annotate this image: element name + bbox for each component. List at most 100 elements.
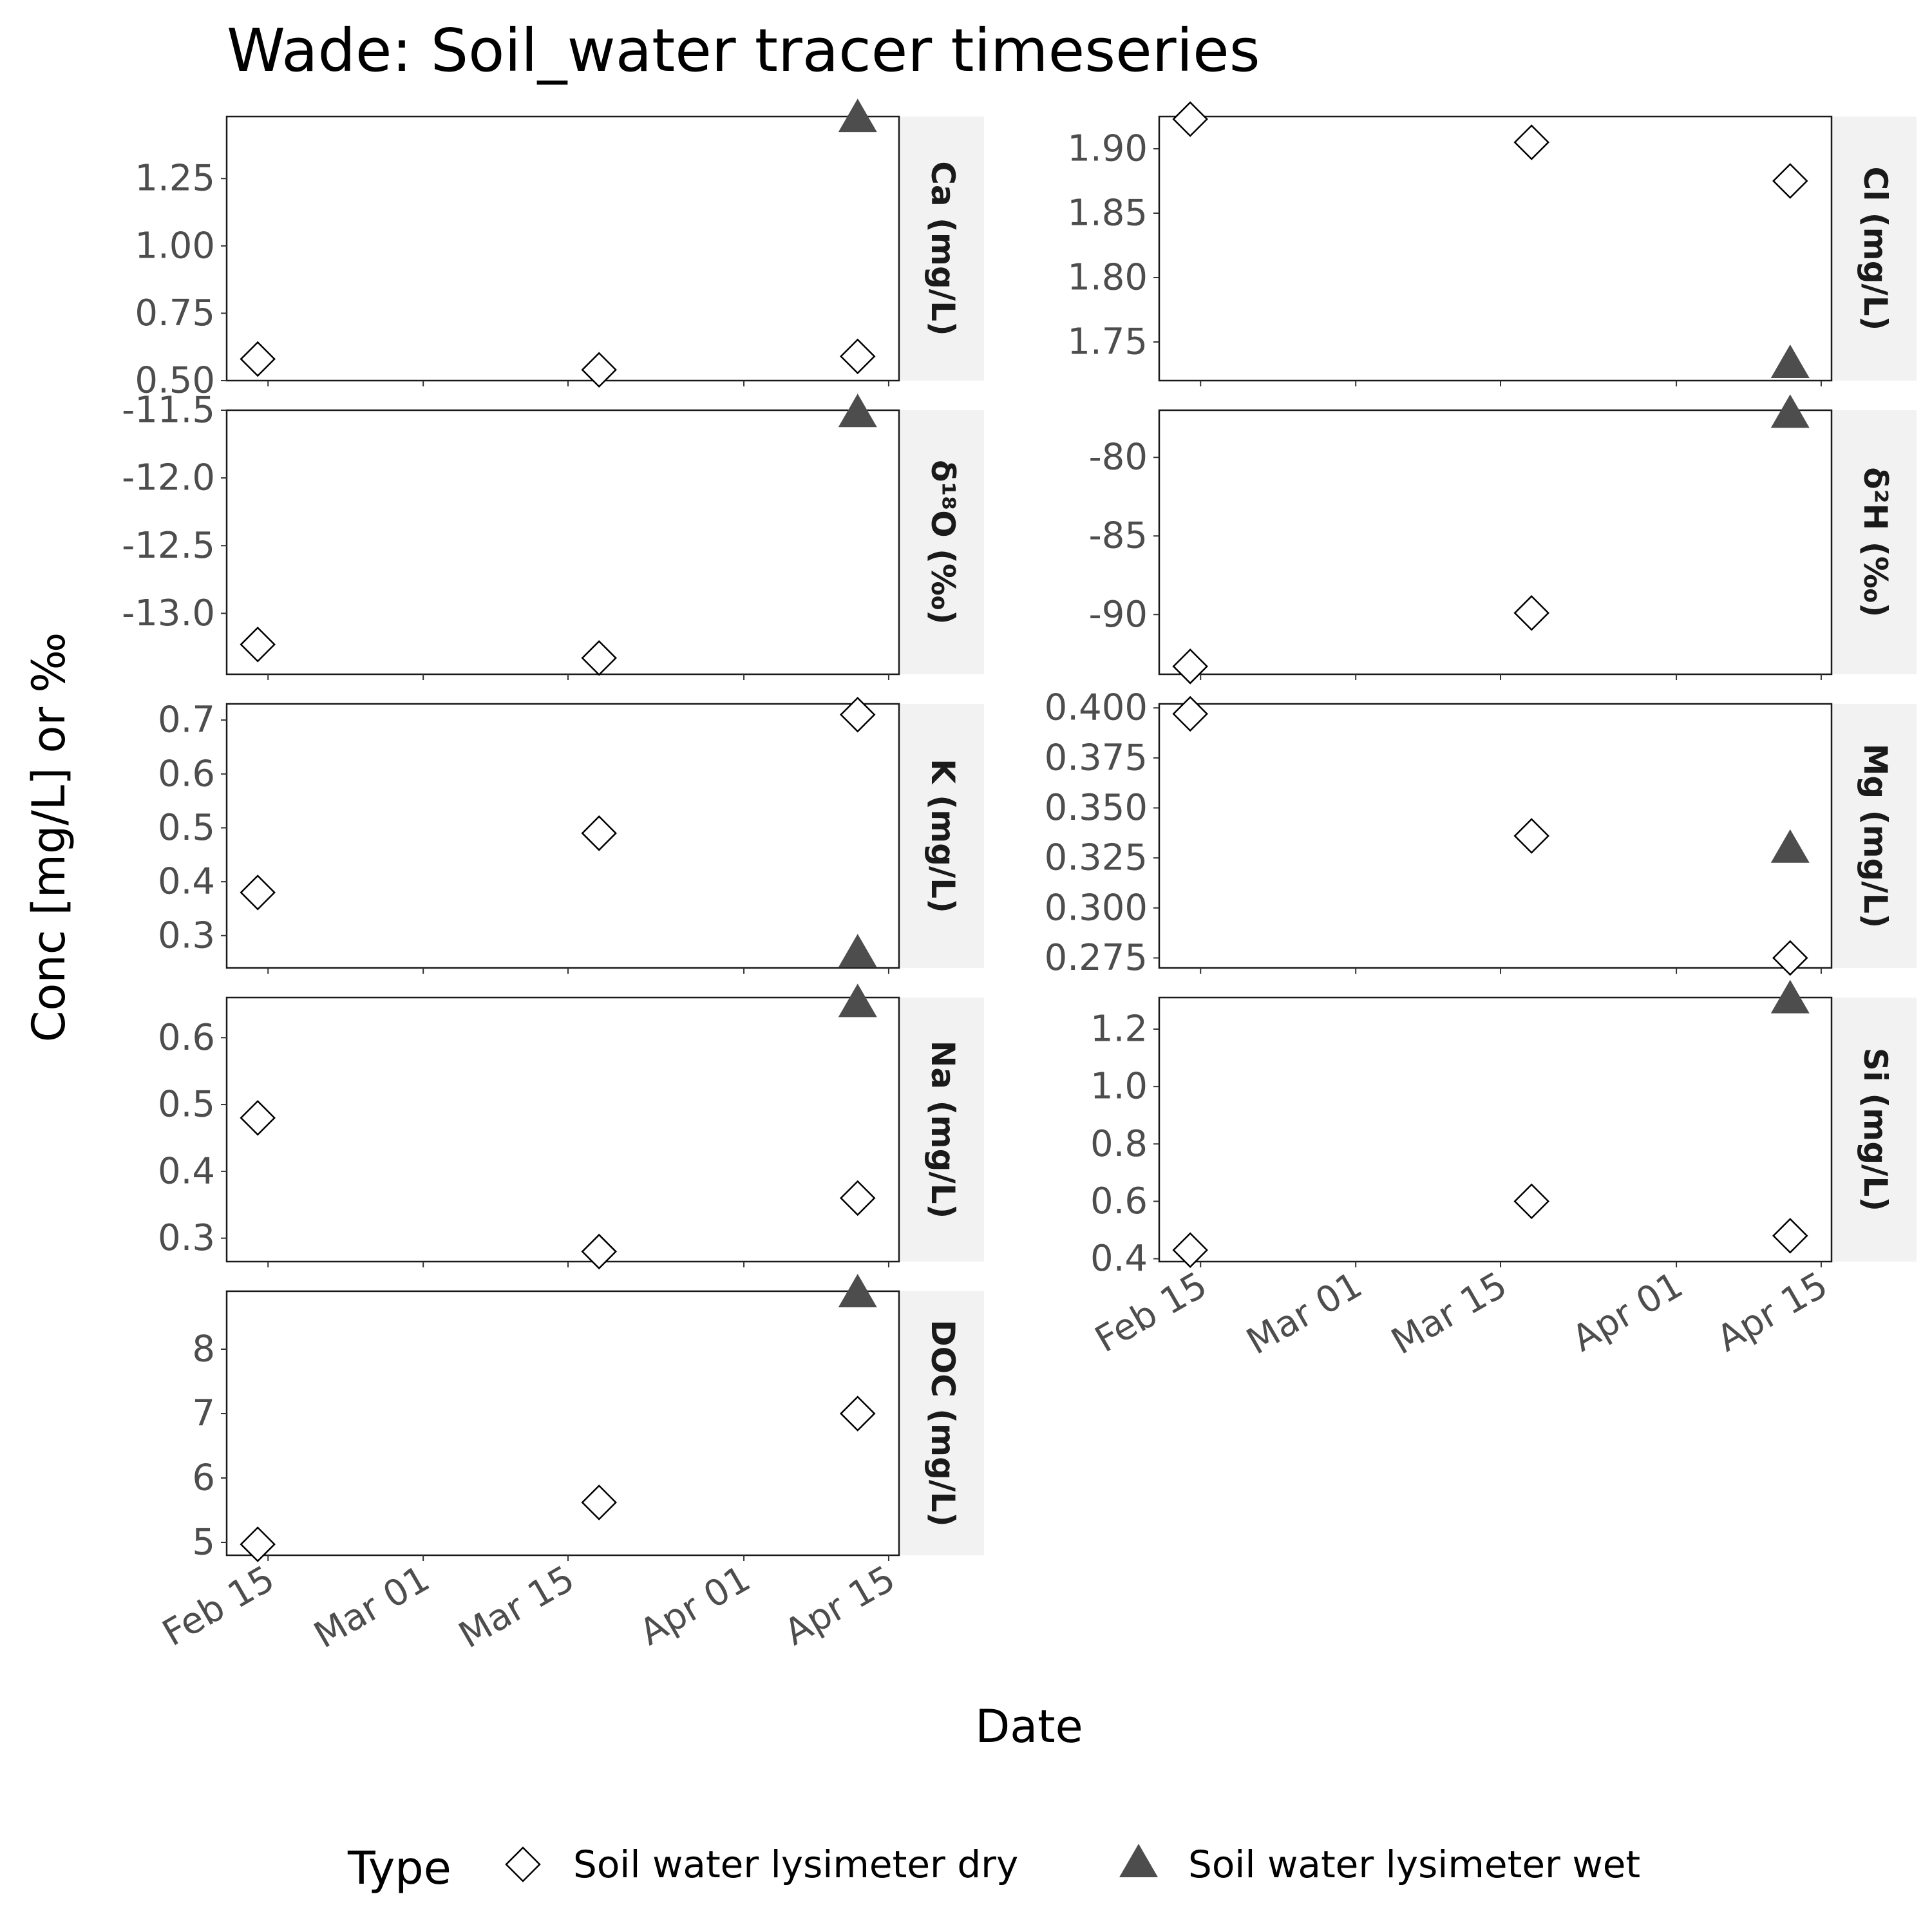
wet-triangle-point bbox=[838, 1274, 877, 1307]
x-tick-label: Apr 01 bbox=[633, 1558, 758, 1654]
y-tick-label: 0.6 bbox=[1090, 1180, 1148, 1222]
dry-diamond-point bbox=[581, 352, 617, 388]
dry-diamond-point bbox=[1513, 595, 1549, 631]
y-tick-label: 6 bbox=[192, 1457, 215, 1499]
dry-diamond-point bbox=[1772, 940, 1808, 976]
dry-diamond-point bbox=[581, 1233, 617, 1270]
x-tick-label: Mar 01 bbox=[307, 1558, 437, 1657]
facet-strip-label: δ¹⁸O (‰) bbox=[924, 460, 961, 625]
facet-panel: Na (mg/L) 0.3 0.4 0.5 0.6 bbox=[158, 983, 984, 1270]
dry-diamond-point bbox=[1772, 163, 1808, 199]
y-tick-label: 0.50 bbox=[135, 360, 215, 402]
y-tick-label: 7 bbox=[192, 1393, 215, 1435]
y-tick-label: 0.275 bbox=[1045, 937, 1148, 979]
wet-triangle-point bbox=[1770, 394, 1810, 428]
facet-panel: Cl (mg/L) 1.75 1.80 1.85 1.90 bbox=[1067, 101, 1917, 386]
chart-title: Wade: Soil_water tracer timeseries bbox=[227, 16, 1260, 85]
panel-border bbox=[225, 703, 900, 969]
wet-triangle-point bbox=[838, 393, 877, 428]
dry-diamond-point bbox=[240, 875, 276, 911]
y-tick-label: 0.6 bbox=[158, 1017, 215, 1059]
facet-panel: DOC (mg/L) 5 6 7 8 Feb 15 Mar 01 Mar 15 Apr 01 Ap… bbox=[156, 1274, 984, 1656]
panel-border bbox=[1158, 996, 1833, 1263]
facet-strip-label: δ²H (‰) bbox=[1857, 467, 1894, 617]
y-tick-label: 1.85 bbox=[1067, 193, 1148, 234]
facet-strip-label: Si (mg/L) bbox=[1857, 1048, 1894, 1211]
y-axis-title: Conc [mg/L] or ‰ bbox=[23, 632, 75, 1043]
facet-strip-label: Mg (mg/L) bbox=[1857, 744, 1894, 929]
y-tick-label: -13.0 bbox=[122, 592, 215, 634]
x-tick-label: Apr 01 bbox=[1566, 1264, 1690, 1360]
x-tick-label: Apr 15 bbox=[777, 1558, 902, 1654]
x-axis-title: Date bbox=[975, 1700, 1083, 1753]
facet-strip bbox=[899, 998, 984, 1262]
wet-triangle-point bbox=[1770, 829, 1810, 863]
y-tick-label: -85 bbox=[1089, 515, 1148, 557]
facet-panel: Ca (mg/L) 0.50 0.75 1.00 1.25 bbox=[135, 99, 984, 402]
facet-panel: δ²H (‰) -90 -85 -80 bbox=[1089, 394, 1917, 685]
y-tick-label: 1.90 bbox=[1067, 128, 1148, 170]
wet-triangle-point bbox=[838, 983, 877, 1018]
y-tick-label: 8 bbox=[192, 1329, 215, 1370]
dry-diamond-point bbox=[839, 338, 876, 375]
legend-label-dry: Soil water lysimeter dry bbox=[573, 1842, 1018, 1886]
legend-item-dry: Soil water lysimeter dry bbox=[505, 1842, 1018, 1886]
y-tick-label: 0.75 bbox=[135, 292, 215, 334]
dry-diamond-point bbox=[581, 815, 617, 851]
y-tick-label: 0.350 bbox=[1045, 787, 1148, 829]
y-tick-label: -12.5 bbox=[122, 525, 215, 567]
dry-diamond-point bbox=[1172, 1232, 1208, 1268]
facet-strip bbox=[1832, 117, 1917, 381]
panel-border bbox=[1158, 409, 1833, 676]
facet-strip bbox=[1832, 998, 1917, 1262]
wet-triangle-point bbox=[838, 934, 877, 968]
legend-item-wet: Soil water lysimeter wet bbox=[1119, 1842, 1640, 1886]
facet-strip bbox=[899, 1291, 984, 1555]
legend-diamond-marker bbox=[505, 1846, 541, 1882]
panel-border bbox=[1158, 703, 1833, 969]
y-tick-label: -80 bbox=[1089, 437, 1148, 478]
facet-panels: Ca (mg/L)0.500.751.001.25 Cl (mg/L)1.751.… bbox=[122, 99, 1917, 1656]
dry-diamond-point bbox=[839, 1396, 876, 1432]
facet-strip bbox=[1832, 410, 1917, 674]
y-tick-label: 1.75 bbox=[1067, 321, 1148, 363]
legend-title: Type bbox=[347, 1842, 451, 1895]
y-tick-label: 1.00 bbox=[135, 225, 215, 267]
facet-strip bbox=[1832, 704, 1917, 968]
facet-strip-label: Cl (mg/L) bbox=[1857, 167, 1894, 331]
dry-diamond-point bbox=[1172, 696, 1208, 732]
dry-diamond-point bbox=[240, 1100, 276, 1136]
y-tick-label: 0.5 bbox=[158, 1084, 215, 1126]
y-tick-label: 0.5 bbox=[158, 807, 215, 849]
panel-border bbox=[225, 115, 900, 382]
facet-panel: Mg (mg/L) 0.275 0.300 0.325 0.350 0.375 0.400 bbox=[1045, 687, 1917, 979]
y-tick-label: 0.7 bbox=[158, 699, 215, 741]
y-tick-label: 1.2 bbox=[1090, 1009, 1148, 1050]
y-tick-label: 0.6 bbox=[158, 753, 215, 795]
dry-diamond-point bbox=[581, 640, 617, 676]
panel-border bbox=[225, 996, 900, 1263]
dry-diamond-point bbox=[1172, 101, 1208, 137]
wet-triangle-point bbox=[1770, 980, 1810, 1014]
dry-diamond-point bbox=[1513, 124, 1549, 160]
dry-diamond-point bbox=[1772, 1218, 1808, 1254]
dry-diamond-point bbox=[839, 1180, 876, 1217]
wet-triangle-point bbox=[1770, 345, 1810, 378]
dry-diamond-point bbox=[240, 1526, 276, 1562]
x-tick-label: Apr 15 bbox=[1710, 1264, 1835, 1360]
facet-strip-label: K (mg/L) bbox=[924, 759, 961, 913]
facet-strip-label: DOC (mg/L) bbox=[924, 1320, 961, 1527]
y-tick-label: 1.0 bbox=[1090, 1066, 1148, 1108]
dry-diamond-point bbox=[839, 696, 876, 733]
x-tick-label: Mar 01 bbox=[1240, 1264, 1369, 1363]
y-tick-label: 0.375 bbox=[1045, 737, 1148, 779]
facet-strip bbox=[899, 704, 984, 968]
facet-strip bbox=[899, 117, 984, 381]
legend-triangle-marker bbox=[1119, 1844, 1158, 1877]
y-tick-label: -90 bbox=[1089, 594, 1148, 636]
x-tick-label: Mar 15 bbox=[1385, 1264, 1514, 1363]
y-tick-label: 0.325 bbox=[1045, 837, 1148, 879]
legend-label-wet: Soil water lysimeter wet bbox=[1188, 1842, 1640, 1886]
facet-panel: K (mg/L) 0.3 0.4 0.5 0.6 0.7 bbox=[158, 696, 984, 974]
